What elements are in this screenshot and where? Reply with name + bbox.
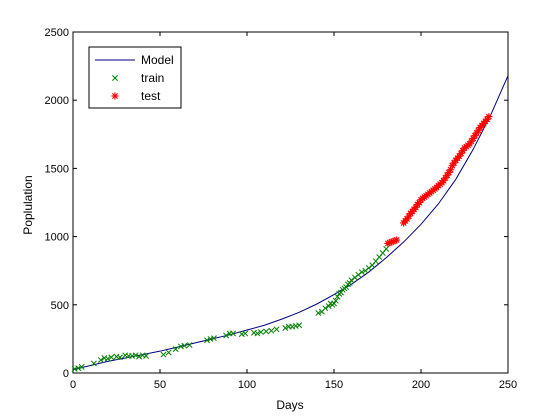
train-point	[117, 354, 123, 361]
test-legend-glyph	[111, 92, 119, 100]
y-axis: 0 500 1000 1500 2000 2500	[45, 27, 508, 380]
train-point	[351, 274, 358, 281]
y-tick-label: 1000	[45, 232, 69, 244]
train-point	[90, 360, 97, 367]
train-point	[210, 335, 217, 342]
train-point	[268, 327, 275, 334]
train-point	[75, 365, 82, 372]
model-line	[72, 75, 509, 371]
train-point	[165, 349, 172, 356]
train-point	[362, 267, 369, 274]
train-point	[254, 330, 261, 337]
train-point	[331, 300, 337, 307]
legend-train-label: train	[141, 71, 164, 85]
train-point	[365, 265, 372, 271]
legend-test-label: test	[141, 89, 161, 103]
plot-marks	[71, 75, 509, 372]
train-point	[325, 303, 332, 310]
train-point	[332, 297, 339, 304]
x-tick-label: 0	[70, 379, 76, 391]
y-tick-label: 500	[51, 300, 69, 312]
train-point	[282, 325, 289, 331]
x-tick-label: 150	[325, 379, 343, 391]
x-tick-label: 50	[154, 379, 166, 391]
train-point	[143, 352, 150, 359]
train-point	[358, 269, 365, 276]
train-point	[181, 342, 188, 349]
y-tick-label: 2000	[45, 95, 69, 107]
train-point	[322, 305, 329, 312]
x-axis: 0 50 100 150 200 250	[70, 32, 517, 391]
test-point	[393, 236, 401, 244]
train-point	[383, 245, 390, 252]
train-point	[172, 346, 179, 353]
x-tick-label: 250	[499, 379, 517, 391]
legend: Model train test	[88, 46, 182, 109]
train-point	[78, 363, 85, 370]
x-tick-label: 200	[412, 379, 430, 391]
legend-test-marker	[111, 92, 119, 100]
train-point	[273, 326, 280, 333]
train-legend-glyph	[112, 75, 118, 81]
train-point	[186, 342, 193, 348]
x-tick-label: 100	[238, 379, 256, 391]
x-axis-label: Days	[276, 398, 303, 412]
train-point	[296, 322, 303, 329]
train-point	[242, 330, 249, 337]
y-axis-label: Poplulation	[21, 175, 35, 234]
legend-box	[88, 46, 182, 109]
train-point	[348, 277, 355, 284]
train-point	[346, 280, 353, 286]
train-point	[108, 354, 115, 361]
train-point	[355, 271, 362, 278]
train-point	[104, 355, 111, 362]
train-point	[204, 337, 210, 344]
train-point	[315, 310, 322, 316]
y-tick-label: 2500	[45, 27, 69, 39]
train-point	[263, 328, 270, 335]
train-point	[97, 357, 104, 363]
legend-model-label: Model	[141, 53, 174, 67]
test-point	[485, 112, 493, 121]
train-point	[230, 330, 237, 337]
train-point	[136, 353, 143, 360]
train-point	[132, 352, 139, 359]
y-tick-label: 1500	[45, 163, 69, 175]
train-point	[223, 332, 230, 339]
train-point	[257, 329, 264, 336]
train-point	[160, 351, 167, 358]
y-tick-label: 0	[63, 368, 69, 380]
legend-train-marker	[112, 75, 118, 81]
